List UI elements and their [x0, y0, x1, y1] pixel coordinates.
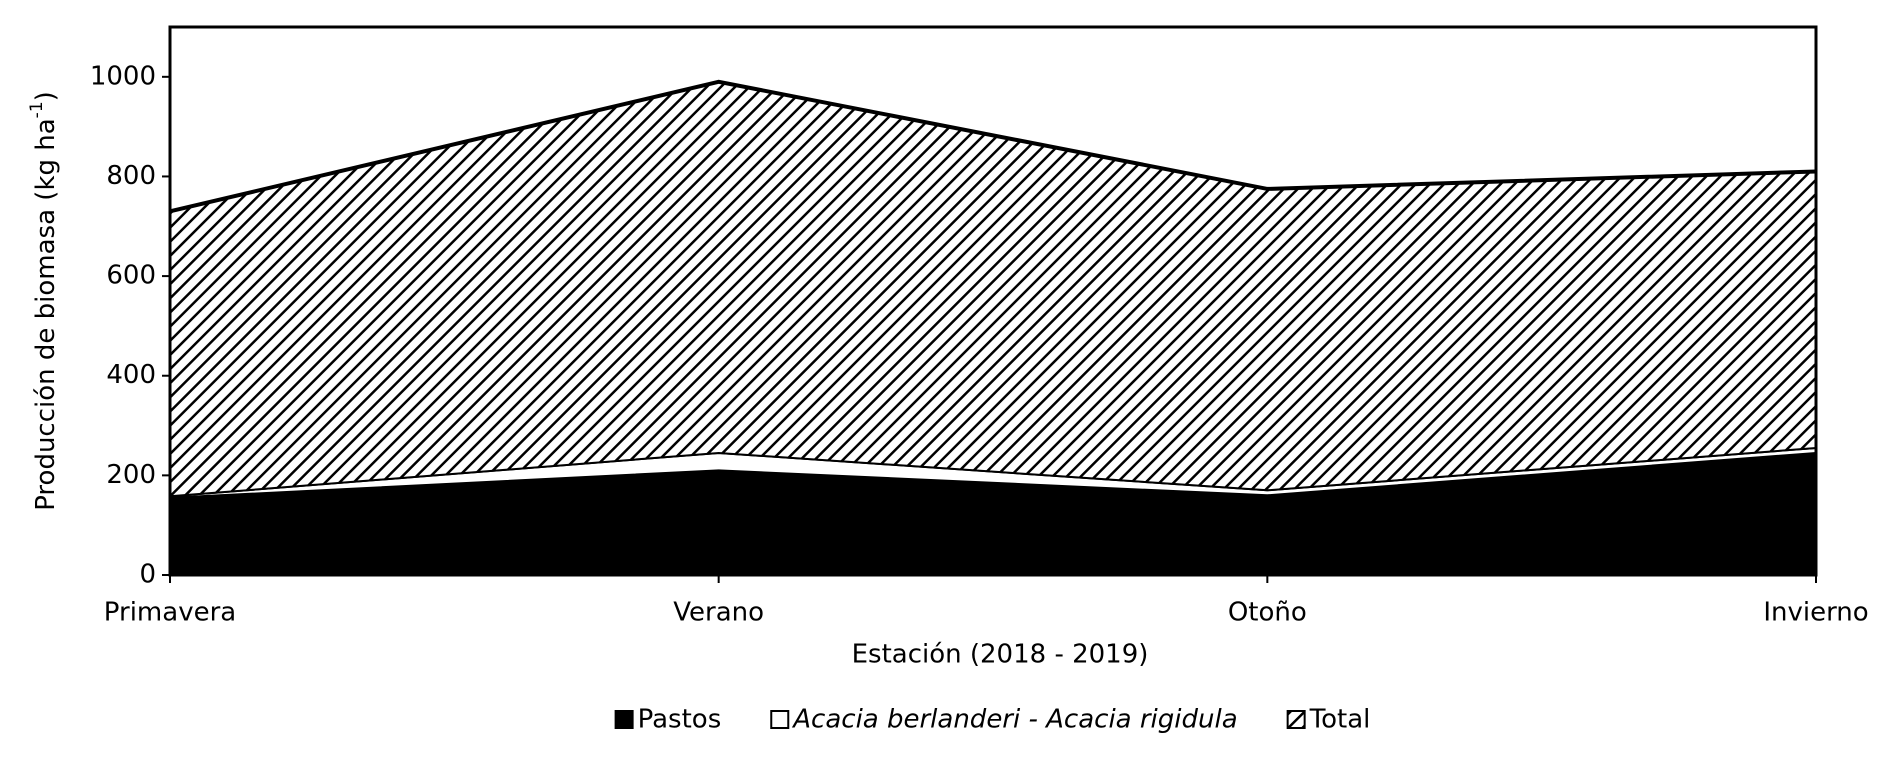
x-axis-label: Estación (2018 - 2019) [852, 640, 1149, 670]
top-line [169, 79, 1817, 214]
y-tick-label: 600 [106, 261, 156, 291]
y-tick-label: 800 [106, 161, 156, 191]
x-tick-label: Invierno [1763, 598, 1868, 628]
y-label-end: ) [31, 91, 61, 101]
legend: Pastos Acacia berlanderi - Acacia rigidul… [614, 705, 1371, 735]
area [169, 80, 1817, 498]
y-label-sup: -1 [27, 101, 47, 118]
y-label-text: Producción de biomasa (kg ha [31, 118, 61, 510]
x-tick-label: Verano [673, 598, 764, 628]
y-tick-label: 0 [139, 560, 156, 590]
legend-swatch [614, 710, 634, 729]
legend-swatch [1286, 710, 1306, 729]
legend-swatch [770, 710, 790, 729]
y-tick-label: 1000 [90, 61, 156, 91]
y-tick-label: 400 [106, 360, 156, 390]
legend-label: Total [1309, 705, 1371, 735]
x-tick-label: Otoño [1228, 598, 1307, 628]
legend-label: Pastos [638, 705, 722, 735]
x-tick-label: Primavera [104, 598, 236, 628]
y-axis-label: Producción de biomasa (kg ha-1) [27, 91, 61, 511]
y-tick-label: 200 [106, 460, 156, 490]
legend-label: Acacia berlanderi - Acacia rigidula [791, 705, 1237, 735]
plot-frame [168, 25, 1818, 577]
